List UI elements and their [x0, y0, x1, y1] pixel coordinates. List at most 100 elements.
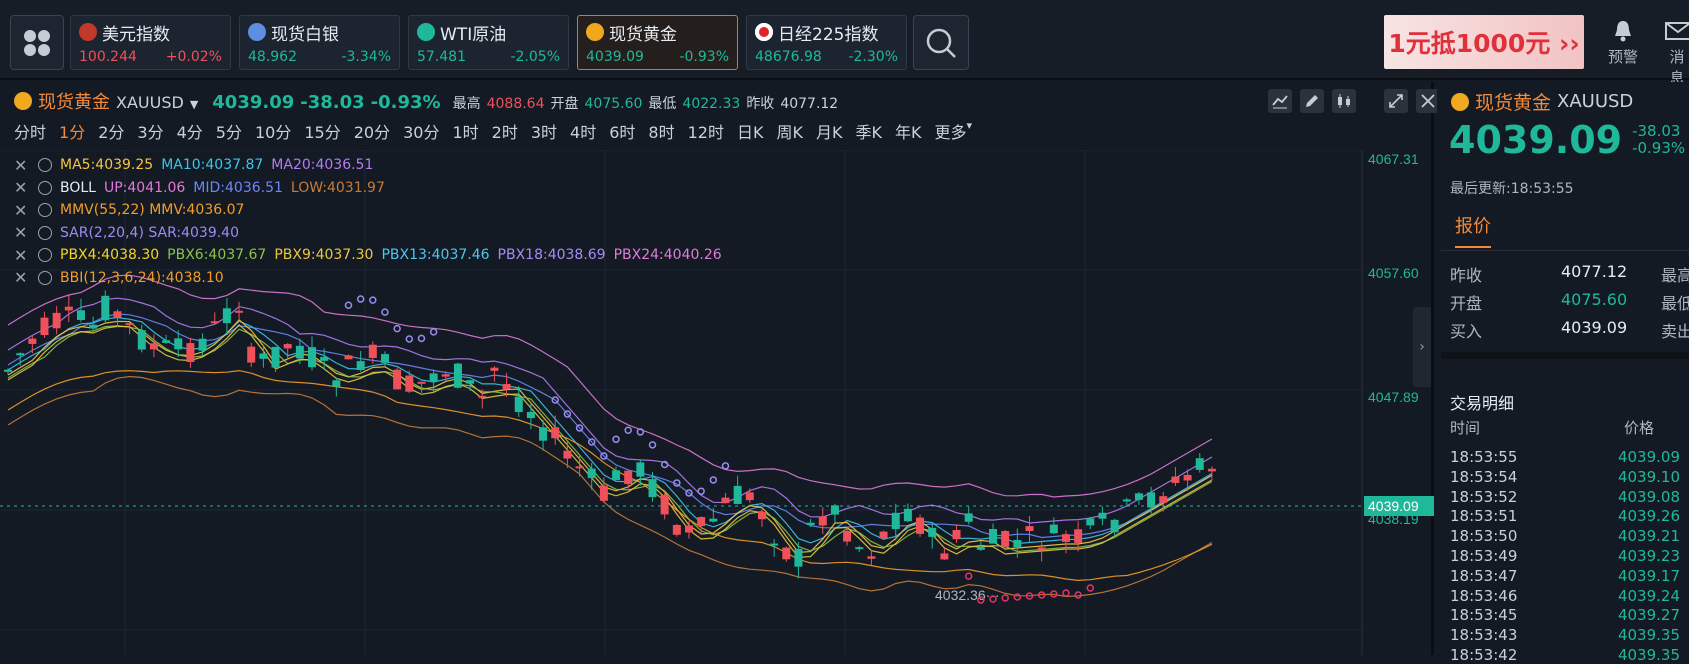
search-icon [926, 28, 956, 58]
period-5分[interactable]: 5分 [215, 123, 242, 142]
tab-quote[interactable]: 报价 [1455, 212, 1491, 248]
period-10分[interactable]: 10分 [254, 123, 292, 142]
chart-symbol[interactable]: XAUUSD [116, 93, 184, 112]
ticker-name: 现货黄金 [609, 24, 677, 45]
sar-dot [1086, 584, 1095, 592]
period-30分[interactable]: 30分 [403, 123, 440, 142]
indicator-value: MID:4036.51 [193, 179, 283, 196]
more-dropdown-icon[interactable]: ▾ [966, 119, 972, 132]
trade-price: 4039.09 [1617, 448, 1680, 466]
period-6时[interactable]: 6时 [609, 123, 636, 142]
candle-body [636, 462, 645, 477]
sar-dot [369, 296, 377, 304]
period-分时[interactable]: 分时 [14, 123, 47, 142]
candle-body [587, 468, 596, 479]
period-15分[interactable]: 15分 [304, 123, 341, 142]
ticker-price: 48.962 [248, 49, 297, 65]
period-4分[interactable]: 4分 [176, 123, 203, 142]
trade-time: 18:53:54 [1450, 467, 1518, 486]
period-20分[interactable]: 20分 [353, 123, 391, 142]
settings-icon[interactable] [38, 158, 52, 173]
settings-icon[interactable] [38, 270, 52, 285]
period-年K[interactable]: 年K [894, 123, 922, 142]
trade-price: 4039.35 [1617, 626, 1680, 645]
ticker-change: -0.93% [679, 49, 729, 65]
candle-body [308, 347, 317, 368]
candle-body [113, 311, 122, 318]
alert-button[interactable]: 预警 [1608, 20, 1638, 67]
period-3分[interactable]: 3分 [137, 123, 164, 142]
period-更多[interactable]: 更多 [934, 123, 967, 142]
ticker-gold[interactable]: 现货黄金 4039.09 -0.93% [577, 15, 738, 70]
axis-tick-label: 4067.31 [1368, 151, 1419, 167]
sar-dot [673, 479, 681, 487]
edit-button[interactable] [1300, 89, 1324, 113]
collapse-panel-toggle[interactable]: › [1413, 307, 1431, 387]
period-周K[interactable]: 周K [776, 123, 803, 142]
period-12时[interactable]: 12时 [687, 123, 724, 142]
candle-body [429, 373, 438, 383]
remove-indicator-icon[interactable]: ✕ [14, 178, 28, 198]
candle-body [368, 344, 377, 358]
ticker-oil[interactable]: WTI原油 57.481 -2.05% [408, 15, 569, 70]
indicator-value: BBI(12,3,6,24):4038.10 [60, 269, 224, 286]
ticker-jp[interactable]: 日经225指数 48676.98 -2.30% [746, 15, 907, 70]
message-button[interactable]: 消息 [1664, 20, 1689, 88]
symbol-dropdown-icon[interactable]: ▼ [189, 98, 199, 111]
period-3时[interactable]: 3时 [530, 123, 558, 142]
candle-body [855, 547, 864, 550]
period-8时[interactable]: 8时 [648, 123, 675, 142]
sar-dot [393, 324, 401, 333]
candle-body [1195, 458, 1204, 470]
price-chart[interactable]: 4067.314057.604047.894038.194039.094032.… [0, 150, 1434, 655]
settings-icon[interactable] [38, 248, 52, 263]
silver-flag-icon [248, 23, 266, 41]
settings-icon[interactable] [38, 180, 52, 195]
settings-icon[interactable] [38, 225, 52, 240]
close-chart-button[interactable] [1416, 89, 1440, 113]
promo-banner[interactable]: 1元抵1000元 ›› [1384, 15, 1584, 69]
indicator-value: MMV(55,22) MMV:4036.07 [60, 202, 245, 219]
sar-dot [989, 595, 997, 603]
period-1分[interactable]: 1分 [59, 123, 86, 142]
panel-price: 4039.09 [1449, 118, 1623, 162]
prev-value: 4077.12 [780, 96, 839, 112]
fullscreen-button[interactable] [1384, 89, 1408, 113]
candle-body [4, 369, 12, 372]
candle-body [1061, 534, 1070, 542]
candle-body [28, 338, 37, 344]
period-4时[interactable]: 4时 [570, 123, 597, 142]
remove-indicator-icon[interactable]: ✕ [14, 200, 28, 220]
period-2时[interactable]: 2时 [491, 123, 518, 142]
ticker-us[interactable]: 美元指数 100.244 +0.02% [70, 15, 231, 70]
search-button[interactable] [913, 15, 969, 70]
candle-body [186, 343, 195, 363]
candle-body [149, 343, 158, 350]
draw-line-button[interactable] [1268, 89, 1292, 113]
indicator-line [7, 313, 1213, 539]
remove-indicator-icon[interactable]: ✕ [14, 155, 28, 175]
ticker-silver[interactable]: 现货白银 48.962 -3.34% [239, 15, 400, 70]
current-price-label: 4039.09 [1368, 498, 1419, 514]
period-月K[interactable]: 月K [815, 123, 843, 142]
remove-indicator-icon[interactable]: ✕ [14, 223, 28, 243]
quote-value: 4039.09 [1561, 318, 1628, 337]
period-2分[interactable]: 2分 [98, 123, 125, 142]
remove-indicator-icon[interactable]: ✕ [14, 268, 28, 288]
high-value: 4088.64 [486, 96, 545, 112]
sar-dot [1062, 589, 1070, 597]
sar-dot [587, 438, 596, 446]
menu-grid-button[interactable] [10, 15, 64, 70]
candle-body [1098, 512, 1107, 519]
period-日K[interactable]: 日K [736, 123, 764, 142]
period-季K[interactable]: 季K [855, 123, 882, 142]
candle-type-button[interactable] [1332, 89, 1356, 113]
period-1时[interactable]: 1时 [452, 123, 479, 142]
candle-body [891, 512, 900, 530]
remove-indicator-icon[interactable]: ✕ [14, 245, 28, 265]
col-price: 价格 [1624, 419, 1655, 437]
candle-body [453, 363, 462, 388]
candle-body [709, 518, 718, 522]
candle-body [125, 323, 134, 326]
settings-icon[interactable] [38, 203, 52, 218]
